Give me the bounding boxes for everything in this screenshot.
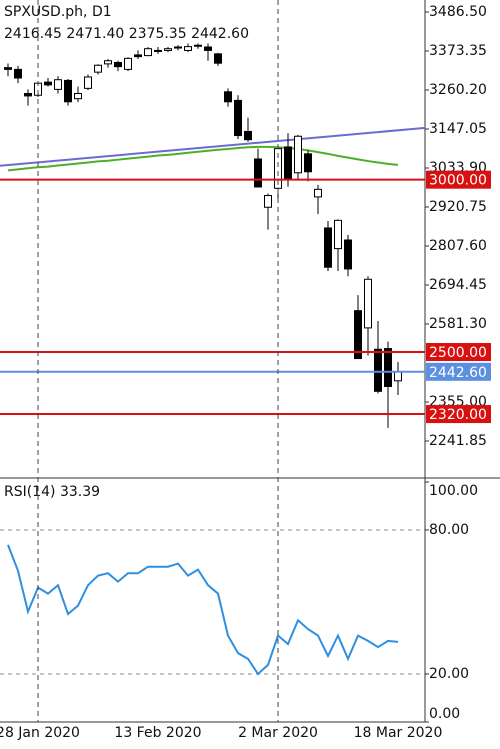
trendline <box>0 126 425 167</box>
x-tick-label: 2 Mar 2020 <box>238 725 318 741</box>
candle-body <box>24 93 32 97</box>
y-tick-label: 100.00 <box>429 483 478 499</box>
y-tick-label: 2807.60 <box>429 238 487 254</box>
y-tick-label: 3147.05 <box>429 121 487 137</box>
candle-body <box>314 188 322 198</box>
candle-body <box>344 239 352 270</box>
candle-body <box>174 46 182 49</box>
y-tick-label: 3260.20 <box>429 82 487 98</box>
ohlc-header: 2416.45 2471.40 2375.35 2442.60 <box>4 26 249 42</box>
candle-body <box>74 93 82 100</box>
y-tick-label: 0.00 <box>429 706 460 722</box>
candle-body <box>354 310 362 360</box>
candle-body <box>374 348 382 392</box>
candle-body <box>14 68 22 79</box>
candle-body <box>304 153 312 173</box>
y-tick-label: 3486.50 <box>429 4 487 20</box>
rsi-title: RSI(14) 33.39 <box>4 484 100 500</box>
candle-body <box>54 79 62 90</box>
ohlc-open: 2416.45 <box>4 26 62 42</box>
ohlc-high: 2471.40 <box>66 26 124 42</box>
level-label: 2500.00 <box>429 345 487 361</box>
candle-body <box>124 57 132 70</box>
candle-body <box>144 48 152 57</box>
candle-body <box>394 371 402 382</box>
candle-body <box>364 278 372 329</box>
level-label-box <box>426 362 491 381</box>
candle-body <box>224 91 232 103</box>
rsi-last: 33.39 <box>60 484 100 500</box>
candle-body <box>114 61 122 68</box>
level-label-box <box>426 170 491 189</box>
y-tick-label: 2241.85 <box>429 433 487 449</box>
ohlc-low: 2375.35 <box>129 26 187 42</box>
x-tick-label: 13 Feb 2020 <box>114 725 201 741</box>
level-label: 2320.00 <box>429 407 487 423</box>
candle-body <box>384 348 392 387</box>
candle-body <box>264 195 272 208</box>
x-tick-label: 18 Mar 2020 <box>354 725 443 741</box>
labels: 3486.503373.353260.203147.053033.902920.… <box>426 4 491 449</box>
y-tick-label: 2694.45 <box>429 277 487 293</box>
price-plot <box>0 43 425 428</box>
candle-body <box>44 81 52 86</box>
candle-body <box>294 135 302 174</box>
candle-body <box>104 60 112 65</box>
candle-body <box>284 146 292 180</box>
candle-body <box>194 44 202 47</box>
candle-body <box>184 46 192 51</box>
level-label: 2442.60 <box>429 365 487 381</box>
y-tick-label: 20.00 <box>429 666 469 682</box>
level-label-box <box>426 405 491 424</box>
y-tick-label: 3373.35 <box>429 43 487 59</box>
candle-body <box>254 158 262 188</box>
candle-body <box>164 48 172 51</box>
candle-body <box>204 46 212 51</box>
candle-body <box>334 219 342 250</box>
rsi-plot <box>0 529 425 676</box>
x-tick-label: 28 Jan 2020 <box>0 725 80 741</box>
candle-body <box>324 227 332 268</box>
level-label-box <box>426 343 491 362</box>
candle-body <box>64 79 72 103</box>
candle-body <box>244 130 252 141</box>
y-tick-label: 80.00 <box>429 522 469 538</box>
level-label: 3000.00 <box>429 173 487 189</box>
ohlc-close: 2442.60 <box>191 26 249 42</box>
rsi-line <box>7 544 399 676</box>
candle-body <box>94 64 102 73</box>
y-tick-label: 2920.75 <box>429 199 487 215</box>
candle-body <box>154 49 162 52</box>
y-tick-label: 2581.30 <box>429 316 487 332</box>
candle-body <box>214 53 222 64</box>
chart-title: SPXUSD.ph, D1 <box>4 4 112 20</box>
candle-body <box>234 99 242 137</box>
candle-body <box>84 76 92 89</box>
candle-body <box>134 54 142 58</box>
rsi-name: RSI(14) <box>4 484 55 500</box>
moving-average <box>7 145 399 172</box>
candle-body <box>4 67 12 70</box>
